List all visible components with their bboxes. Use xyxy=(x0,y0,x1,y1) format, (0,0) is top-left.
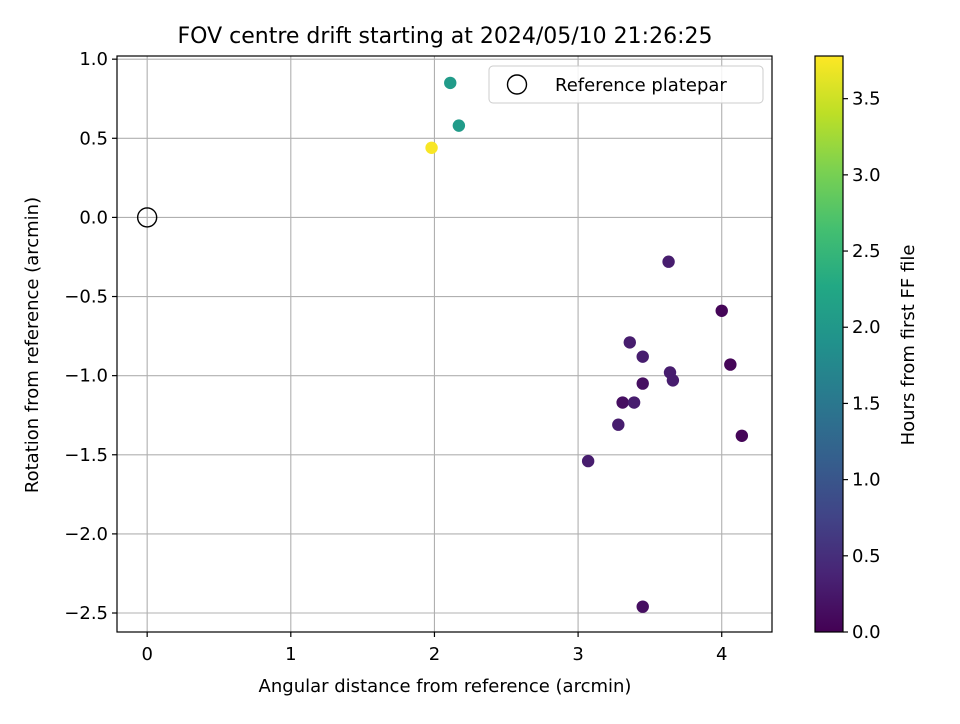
colorbar-tick-label: 3.5 xyxy=(852,89,881,110)
y-tick-label: 0.0 xyxy=(79,207,108,228)
data-point xyxy=(623,336,636,349)
data-point xyxy=(715,304,728,317)
x-axis-ticks: 0 1 2 3 4 xyxy=(141,632,727,665)
data-point xyxy=(636,600,649,613)
x-axis-label: Angular distance from reference (arcmin) xyxy=(259,676,632,697)
legend-marker-icon xyxy=(506,74,528,95)
grid-lines xyxy=(117,56,772,632)
colorbar-tick-label: 3.0 xyxy=(852,165,881,186)
data-point xyxy=(735,429,749,442)
x-tick-label: 1 xyxy=(285,644,296,665)
colorbar-tick-label: 0.5 xyxy=(852,546,881,567)
legend: Reference platepar xyxy=(488,65,764,104)
data-point xyxy=(662,255,675,268)
data-point xyxy=(444,76,457,90)
data-point xyxy=(452,119,466,132)
data-point xyxy=(425,141,438,154)
colorbar-tick-label: 0.0 xyxy=(852,622,881,643)
y-tick-label: −1.0 xyxy=(64,366,108,387)
colorbar-ticks: 0.0 0.5 1.0 1.5 2.0 2.5 3.0 3.5 xyxy=(843,89,881,643)
data-point xyxy=(616,396,629,409)
colorbar-label: Hours from first FF file xyxy=(898,245,919,446)
data-points xyxy=(425,76,749,613)
plot-frame xyxy=(116,55,773,633)
y-tick-label: −0.5 xyxy=(64,287,108,308)
data-point xyxy=(581,454,595,468)
data-point xyxy=(636,377,649,390)
y-axis-ticks: 1.0 0.5 0.0 −0.5 −1.0 −1.5 −2.0 −2.5 xyxy=(64,49,117,624)
y-axis-label: Rotation from reference (arcmin) xyxy=(22,197,43,493)
y-tick-label: 1.0 xyxy=(79,49,108,70)
data-point xyxy=(636,350,649,363)
y-tick-label: −2.0 xyxy=(64,524,108,545)
y-tick-label: −1.5 xyxy=(64,445,108,466)
chart-title: FOV centre drift starting at 2024/05/10 … xyxy=(178,24,713,49)
x-tick-label: 3 xyxy=(572,644,583,665)
data-point xyxy=(627,396,641,409)
legend-entry: Reference platepar xyxy=(555,75,727,96)
colorbar-tick-label: 2.0 xyxy=(852,317,881,338)
data-point xyxy=(724,358,737,371)
data-point xyxy=(612,418,625,431)
data-point xyxy=(666,374,680,387)
y-tick-label: −2.5 xyxy=(64,603,108,624)
y-tick-label: 0.5 xyxy=(79,128,108,149)
colorbar-tick-label: 2.5 xyxy=(852,241,881,262)
reference-point xyxy=(136,207,158,228)
reference-marker xyxy=(136,207,158,228)
x-tick-label: 0 xyxy=(141,644,152,665)
legend-box xyxy=(488,65,764,104)
colorbar-tick-label: 1.0 xyxy=(852,470,881,491)
colorbar-tick-label: 1.5 xyxy=(852,393,881,414)
x-tick-label: 4 xyxy=(716,644,727,665)
x-tick-label: 2 xyxy=(429,644,440,665)
colorbar xyxy=(814,55,844,633)
